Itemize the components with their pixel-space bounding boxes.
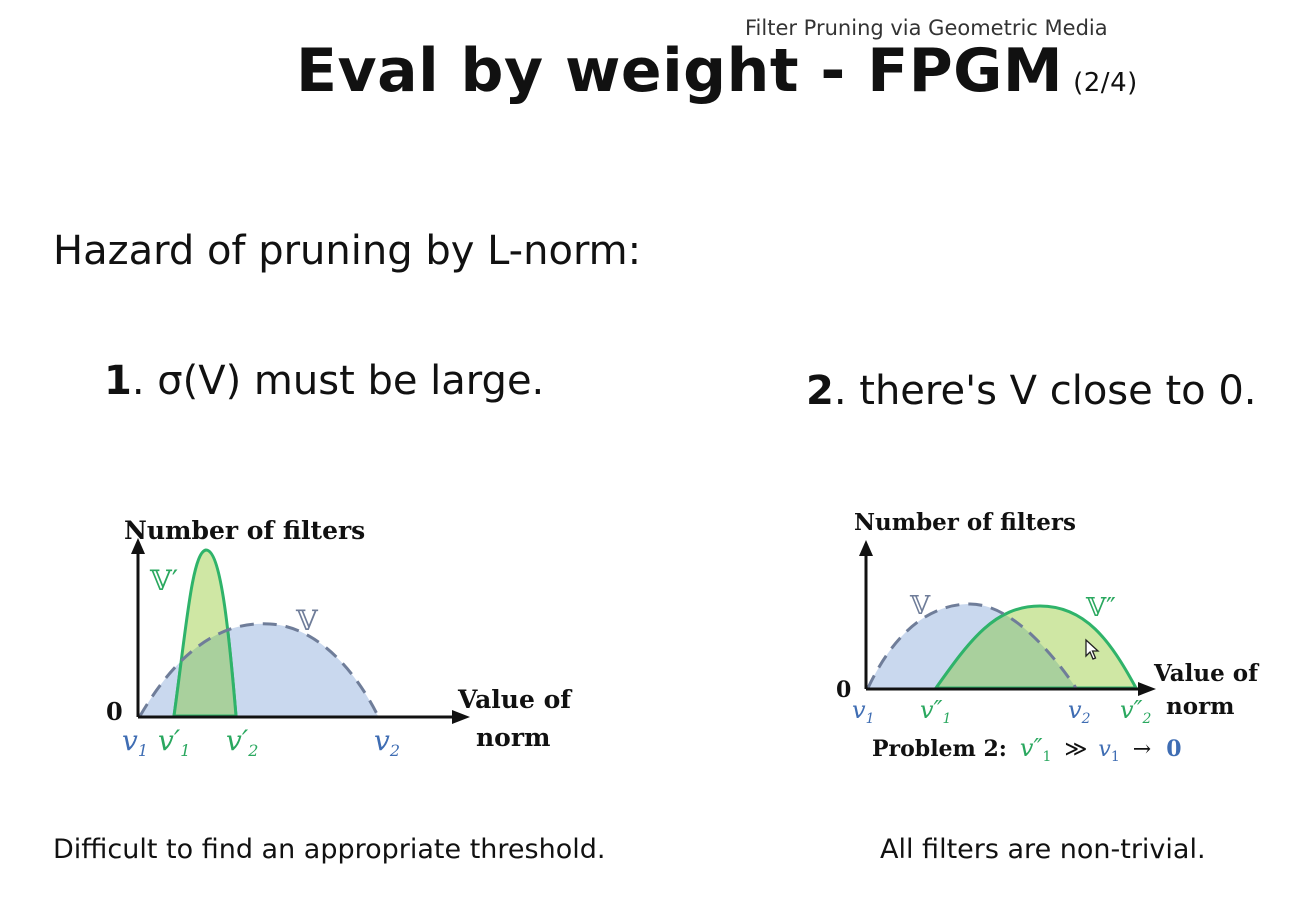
fig2-set-v-label: 𝕍 — [909, 591, 931, 621]
fig2-x-label-line2: norm — [1166, 693, 1235, 720]
figure-2-diagram: Number of filters Value of norm 0 𝕍 𝕍″ v… — [836, 509, 1260, 767]
fig2-problem-statement: Problem 2: v″1 ≫ v1 → 0 — [872, 734, 1182, 767]
fig1-set-v-label: 𝕍 — [295, 604, 319, 637]
point-1: 1. σ(V) must be large. — [104, 358, 544, 404]
fig1-x-label-line1: Value of — [457, 685, 573, 714]
fig1-origin: 0 — [106, 697, 123, 726]
fig1-x-axis-arrow — [452, 710, 470, 724]
fig1-tick-v2-prime: v′2 — [226, 724, 258, 760]
point-1-number: 1 — [104, 358, 132, 404]
caption-2: All filters are non-trivial. — [880, 834, 1206, 865]
fig2-set-v-dprime-label: 𝕍″ — [1085, 593, 1116, 623]
title-page-indicator: (2/4) — [1073, 68, 1138, 98]
fig1-set-v-curve — [138, 622, 380, 717]
point-2: 2. there's V close to 0. — [806, 368, 1257, 414]
fig2-y-label: Number of filters — [854, 509, 1076, 536]
fig1-tick-v2: v2 — [374, 724, 400, 760]
point-1-text: . σ(V) must be large. — [131, 358, 545, 404]
title-text: Eval by weight - FPGM — [296, 36, 1064, 106]
fig1-x-label-line2: norm — [476, 723, 550, 752]
fig1-y-axis-arrow — [131, 538, 145, 554]
fig2-set-v-curve — [866, 602, 1078, 689]
point-2-number: 2 — [806, 368, 834, 414]
fig2-tick-v2-dprime: v″2 — [1120, 696, 1152, 727]
caption-1: Difficult to find an appropriate thresho… — [53, 834, 606, 865]
fig2-tick-v1-dprime: v″1 — [920, 696, 951, 727]
figure-1-diagram: Number of filters Value of norm 0 𝕍′ 𝕍 v… — [106, 516, 573, 760]
fig2-origin: 0 — [836, 677, 851, 703]
slide-title: Eval by weight - FPGM (2/4) — [296, 36, 1138, 106]
hazard-heading: Hazard of pruning by L-norm: — [53, 228, 642, 274]
point-2-text: . there's V close to 0. — [833, 368, 1257, 414]
fig2-tick-v2: v2 — [1068, 696, 1091, 727]
fig1-set-v-prime-label: 𝕍′ — [149, 564, 178, 597]
fig2-tick-v1: v1 — [852, 696, 874, 727]
slide-subtitle: Filter Pruning via Geometric Media — [745, 16, 1108, 40]
fig2-x-axis-arrow — [1138, 682, 1156, 696]
fig2-y-axis-arrow — [859, 540, 873, 556]
fig1-tick-v1: v1 — [122, 724, 148, 760]
fig1-tick-v1-prime: v′1 — [158, 724, 190, 760]
fig1-y-label: Number of filters — [124, 516, 365, 545]
mouse-cursor-icon — [1085, 638, 1100, 660]
fig2-x-label-line1: Value of — [1153, 660, 1260, 687]
